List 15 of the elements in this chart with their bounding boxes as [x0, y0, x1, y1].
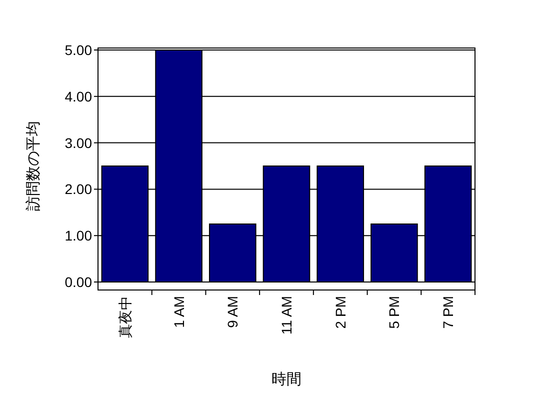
y-tick-label: 2.00 [64, 181, 92, 198]
y-tick-label: 0.00 [64, 274, 92, 290]
x-axis-title: 時間 [272, 371, 302, 388]
y-tick-label: 1.00 [64, 228, 92, 244]
y-tick-label: 5.00 [64, 42, 92, 58]
x-tick-label: 1 AM [170, 296, 187, 328]
y-tick-label: 4.00 [64, 88, 92, 104]
x-tick-label: 真夜中 [116, 296, 133, 338]
y-tick-label: 3.00 [64, 134, 92, 151]
y-axis-title: 訪問数の平均 [25, 121, 42, 211]
x-tick-label: 9 AM [224, 296, 241, 328]
x-tick-label: 5 PM [386, 296, 402, 329]
x-tick-label: 7 PM [440, 296, 456, 329]
x-tick-label: 2 PM [332, 296, 348, 329]
x-tick-label: 11 AM [278, 296, 294, 335]
